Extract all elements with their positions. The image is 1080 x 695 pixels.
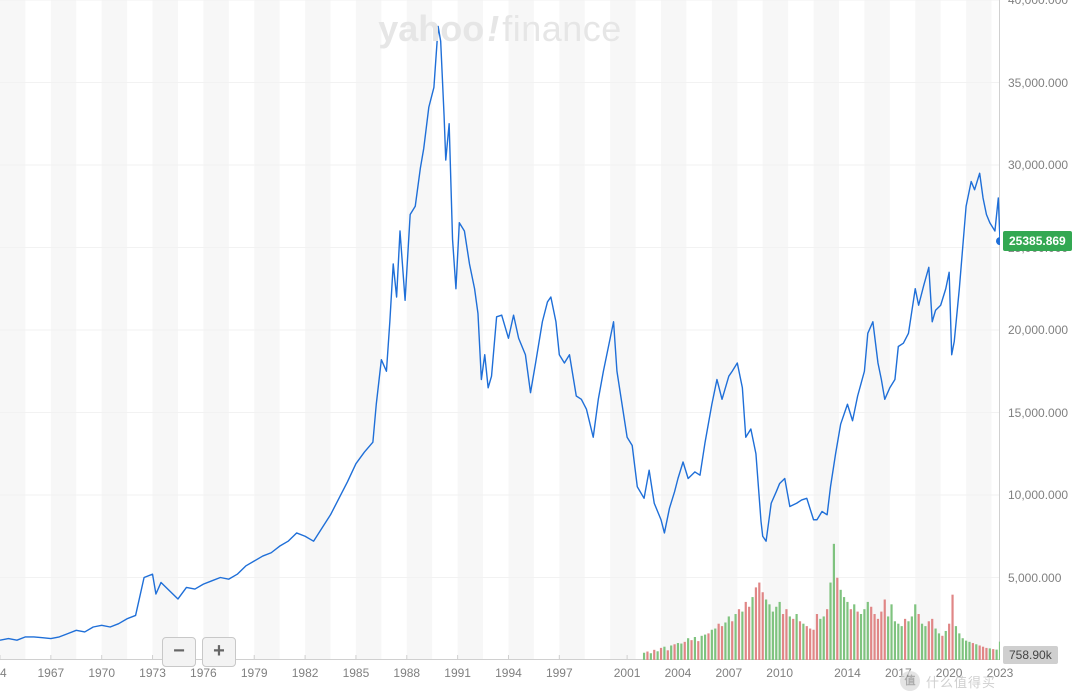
y-tick-label: 10,000.000 <box>1008 488 1068 502</box>
chart-canvas <box>0 0 1000 660</box>
volume-badge: 758.90k <box>1003 646 1058 664</box>
smzdm-watermark: 值 什么值得买 <box>900 671 996 691</box>
x-tick-label: 2010 <box>766 666 793 680</box>
x-tick-label: 1991 <box>444 666 471 680</box>
x-tick-label: 2007 <box>715 666 742 680</box>
x-tick-label: 2004 <box>665 666 692 680</box>
x-tick-label: 1994 <box>495 666 522 680</box>
y-tick-label: 20,000.000 <box>1008 323 1068 337</box>
x-tick-label: 1985 <box>343 666 370 680</box>
x-tick-label: 64 <box>0 666 7 680</box>
smzdm-icon: 值 <box>900 671 920 691</box>
x-tick-label: 1979 <box>241 666 268 680</box>
x-axis: 64 1967 1970 1973 1976 1979 1982 1985 1988 1991 19… <box>0 662 1000 692</box>
y-axis: 0.0005,000.00010,000.00015,000.00020,000… <box>1000 0 1080 660</box>
y-tick-label: 15,000.000 <box>1008 406 1068 420</box>
last-price-badge: 25385.869 <box>1003 231 1072 251</box>
x-tick-label: 1976 <box>190 666 217 680</box>
plot-area[interactable]: yahoo!finance − + <box>0 0 1000 660</box>
x-tick-label: 1973 <box>139 666 166 680</box>
x-tick-label: 2001 <box>614 666 641 680</box>
x-tick-label: 1982 <box>292 666 319 680</box>
y-tick-label: 40,000.000 <box>1008 0 1068 7</box>
watermark-exclamation: ! <box>484 8 502 49</box>
yahoo-finance-watermark: yahoo!finance <box>378 8 622 50</box>
y-tick-label: 35,000.000 <box>1008 76 1068 90</box>
y-tick-label: 5,000.000 <box>1008 571 1061 585</box>
watermark-left: yahoo <box>378 8 484 49</box>
x-tick-label: 1988 <box>393 666 420 680</box>
stock-chart: yahoo!finance − + 0.0005,000.00010,000.0… <box>0 0 1080 695</box>
x-tick-label: 1997 <box>546 666 573 680</box>
x-tick-label: 1967 <box>37 666 64 680</box>
x-tick-label: 1970 <box>88 666 115 680</box>
watermark-right: finance <box>502 8 622 49</box>
x-tick-label: 2014 <box>834 666 861 680</box>
smzdm-text: 什么值得买 <box>926 672 996 691</box>
y-tick-label: 30,000.000 <box>1008 158 1068 172</box>
